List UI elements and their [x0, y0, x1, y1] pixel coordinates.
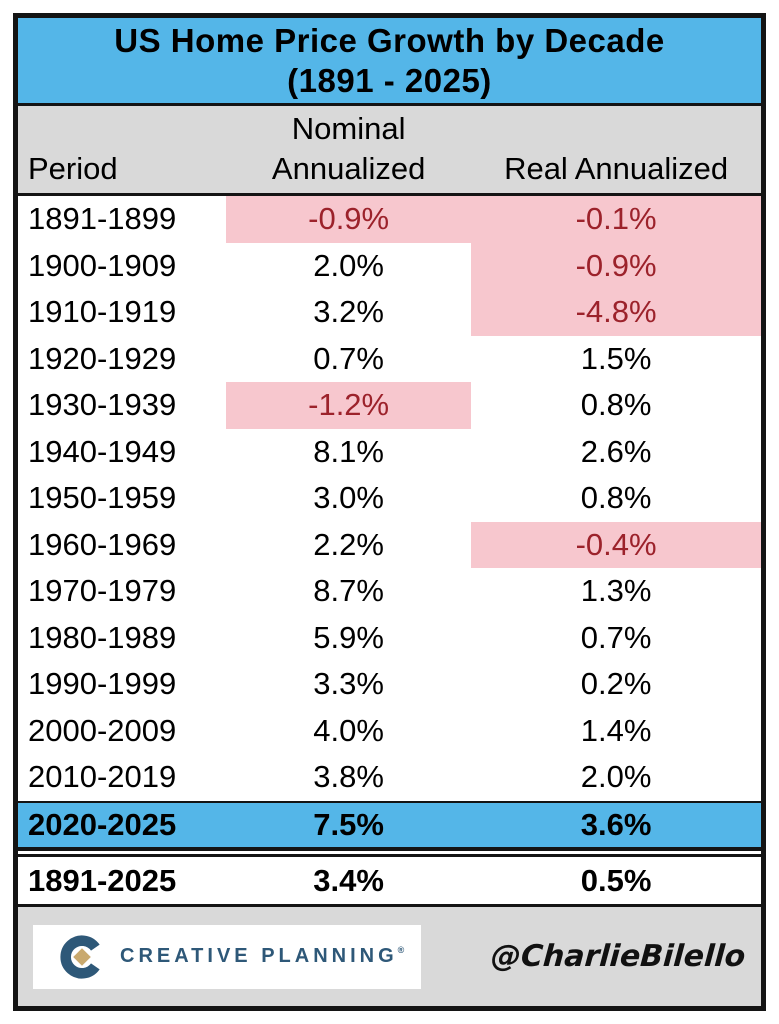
table-row-highlighted-2020-2025: 2020-2025 7.5% 3.6% — [18, 800, 761, 847]
nominal-cell: 0.7% — [313, 340, 384, 376]
nominal-cell: 7.5% — [313, 806, 384, 842]
period-cell: 1920-1929 — [28, 340, 177, 376]
table-row: 1910-1919 3.2% -4.8% — [18, 289, 761, 336]
nominal-cell: -1.2% — [226, 382, 472, 429]
table-row: 2010-2019 3.8% 2.0% — [18, 754, 761, 801]
period-cell: 1891-1899 — [28, 201, 177, 237]
title-line-2: (1891 - 2025) — [287, 61, 492, 99]
total-separator — [18, 847, 761, 857]
nominal-cell: 3.0% — [313, 480, 384, 516]
nominal-cell: 5.9% — [313, 619, 384, 655]
period-cell: 1900-1909 — [28, 247, 177, 283]
nominal-cell: 8.7% — [313, 573, 384, 609]
nominal-cell: 8.1% — [313, 433, 384, 469]
period-cell: 1950-1959 — [28, 480, 177, 516]
real-cell: 0.2% — [580, 666, 652, 702]
table-row: 1960-1969 2.2% -0.4% — [18, 521, 761, 568]
period-cell: 1980-1989 — [28, 619, 177, 655]
period-cell: 1930-1939 — [28, 387, 177, 423]
real-cell: 2.6% — [580, 433, 652, 469]
period-cell: 1990-1999 — [28, 666, 177, 702]
table-row: 1900-1909 2.0% -0.9% — [18, 242, 761, 289]
nominal-cell: 2.2% — [313, 526, 384, 562]
author-handle: @CharlieBilello — [489, 939, 747, 974]
table-row: 1980-1989 5.9% 0.7% — [18, 615, 761, 662]
period-cell: 1960-1969 — [28, 526, 177, 562]
nominal-cell: 4.0% — [313, 712, 384, 748]
table-frame: US Home Price Growth by Decade (1891 - 2… — [13, 13, 766, 1011]
table-row: 1990-1999 3.3% 0.2% — [18, 661, 761, 708]
table-row: 1940-1949 8.1% 2.6% — [18, 429, 761, 476]
period-cell: 1970-1979 — [28, 573, 177, 609]
period-cell: 2020-2025 — [28, 806, 177, 842]
real-cell: 0.8% — [580, 387, 652, 423]
trademark-mark: ® — [397, 945, 405, 955]
table-row: 2000-2009 4.0% 1.4% — [18, 708, 761, 755]
column-header-row: Period Nominal Annualized Real Annualize… — [18, 106, 761, 196]
table-row: 1950-1959 3.0% 0.8% — [18, 475, 761, 522]
period-cell: 1910-1919 — [28, 294, 177, 330]
table-body: 1891-1899 -0.9% -0.1% 1900-1909 2.0% -0.… — [18, 196, 761, 847]
footer: CREATIVE PLANNING® @CharlieBilello — [18, 907, 761, 1006]
period-cell: 1891-2025 — [28, 862, 177, 898]
total-row: 1891-2025 3.4% 0.5% — [18, 857, 761, 907]
nominal-cell: 3.4% — [313, 862, 384, 898]
real-cell: 0.5% — [580, 862, 652, 898]
header-nominal-annualized: Nominal Annualized — [271, 111, 426, 186]
real-cell: 1.3% — [580, 573, 652, 609]
title-line-1: US Home Price Growth by Decade — [114, 21, 665, 59]
table-title: US Home Price Growth by Decade (1891 - 2… — [18, 18, 761, 106]
table-row: 1920-1929 0.7% 1.5% — [18, 336, 761, 383]
real-cell: 1.4% — [580, 712, 652, 748]
real-cell: 2.0% — [580, 759, 652, 795]
creative-planning-c-icon — [59, 934, 105, 980]
table-row: 1930-1939 -1.2% 0.8% — [18, 382, 761, 429]
real-cell: -4.8% — [471, 289, 761, 336]
nominal-cell: -0.9% — [226, 196, 472, 243]
header-real-annualized: Real Annualized — [504, 151, 729, 186]
table-row: 1970-1979 8.7% 1.3% — [18, 568, 761, 615]
real-cell: 1.5% — [580, 340, 652, 376]
nominal-cell: 2.0% — [313, 247, 384, 283]
nominal-cell: 3.3% — [313, 666, 384, 702]
real-cell: -0.1% — [471, 196, 761, 243]
nominal-cell: 3.2% — [313, 294, 384, 330]
brand-name: CREATIVE PLANNING® — [120, 945, 405, 967]
period-cell: 2010-2019 — [28, 759, 177, 795]
real-cell: 0.8% — [580, 480, 652, 516]
table-row: 1891-1899 -0.9% -0.1% — [18, 196, 761, 243]
period-cell: 1940-1949 — [28, 433, 177, 469]
real-cell: 0.7% — [580, 619, 652, 655]
real-cell: -0.9% — [471, 242, 761, 289]
real-cell: -0.4% — [471, 521, 761, 568]
real-cell: 3.6% — [580, 806, 652, 842]
creative-planning-logo: CREATIVE PLANNING® — [33, 924, 421, 989]
header-period: Period — [28, 151, 118, 186]
period-cell: 2000-2009 — [28, 712, 177, 748]
nominal-cell: 3.8% — [313, 759, 384, 795]
